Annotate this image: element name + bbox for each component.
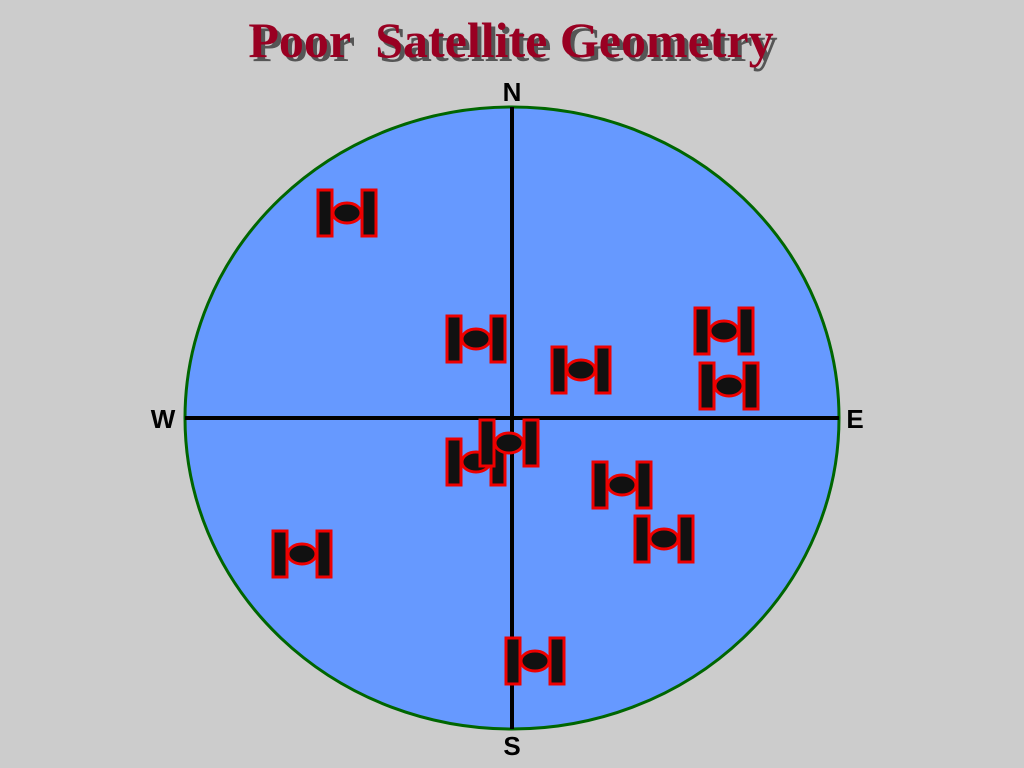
satellite [478,418,540,468]
solar-panel [693,306,711,356]
satellite [693,306,755,356]
solar-panel [737,306,755,356]
satellite [271,529,333,579]
satellite-body [493,431,525,455]
solar-panel [742,361,760,411]
solar-panel [489,314,507,364]
solar-panel [635,460,653,510]
solar-panel [698,361,716,411]
solar-panel [594,345,612,395]
satellite [550,345,612,395]
satellite [445,314,507,364]
solar-panel [316,188,334,238]
satellite [698,361,760,411]
satellite-body [648,527,680,551]
satellite [445,437,507,487]
west-label: W [151,404,176,434]
solar-panel [360,188,378,238]
satellite-body [286,542,318,566]
title-shadow: Poor Satellite Geometry [252,16,777,72]
satellite-body [713,374,745,398]
solar-panel [445,437,463,487]
east-label: E [846,404,863,434]
solar-panel [478,418,496,468]
solar-panel [445,314,463,364]
satellite [504,636,566,686]
satellite-body [606,473,638,497]
satellite-body [565,358,597,382]
solar-panel [550,345,568,395]
solar-panel [522,418,540,468]
title: Poor Satellite Geometry [248,12,773,68]
satellite-body [331,201,363,225]
solar-panel [271,529,289,579]
solar-panel [504,636,522,686]
satellite [591,460,653,510]
solar-panel [591,460,609,510]
satellite-body [519,649,551,673]
satellite [316,188,378,238]
solar-panel [548,636,566,686]
solar-panel [677,514,695,564]
satellites [271,188,760,686]
solar-panel [633,514,651,564]
south-label: S [503,731,520,761]
satellite [633,514,695,564]
solar-panel [315,529,333,579]
north-label: N [503,77,522,107]
satellite-body [460,327,492,351]
satellite-body [708,319,740,343]
